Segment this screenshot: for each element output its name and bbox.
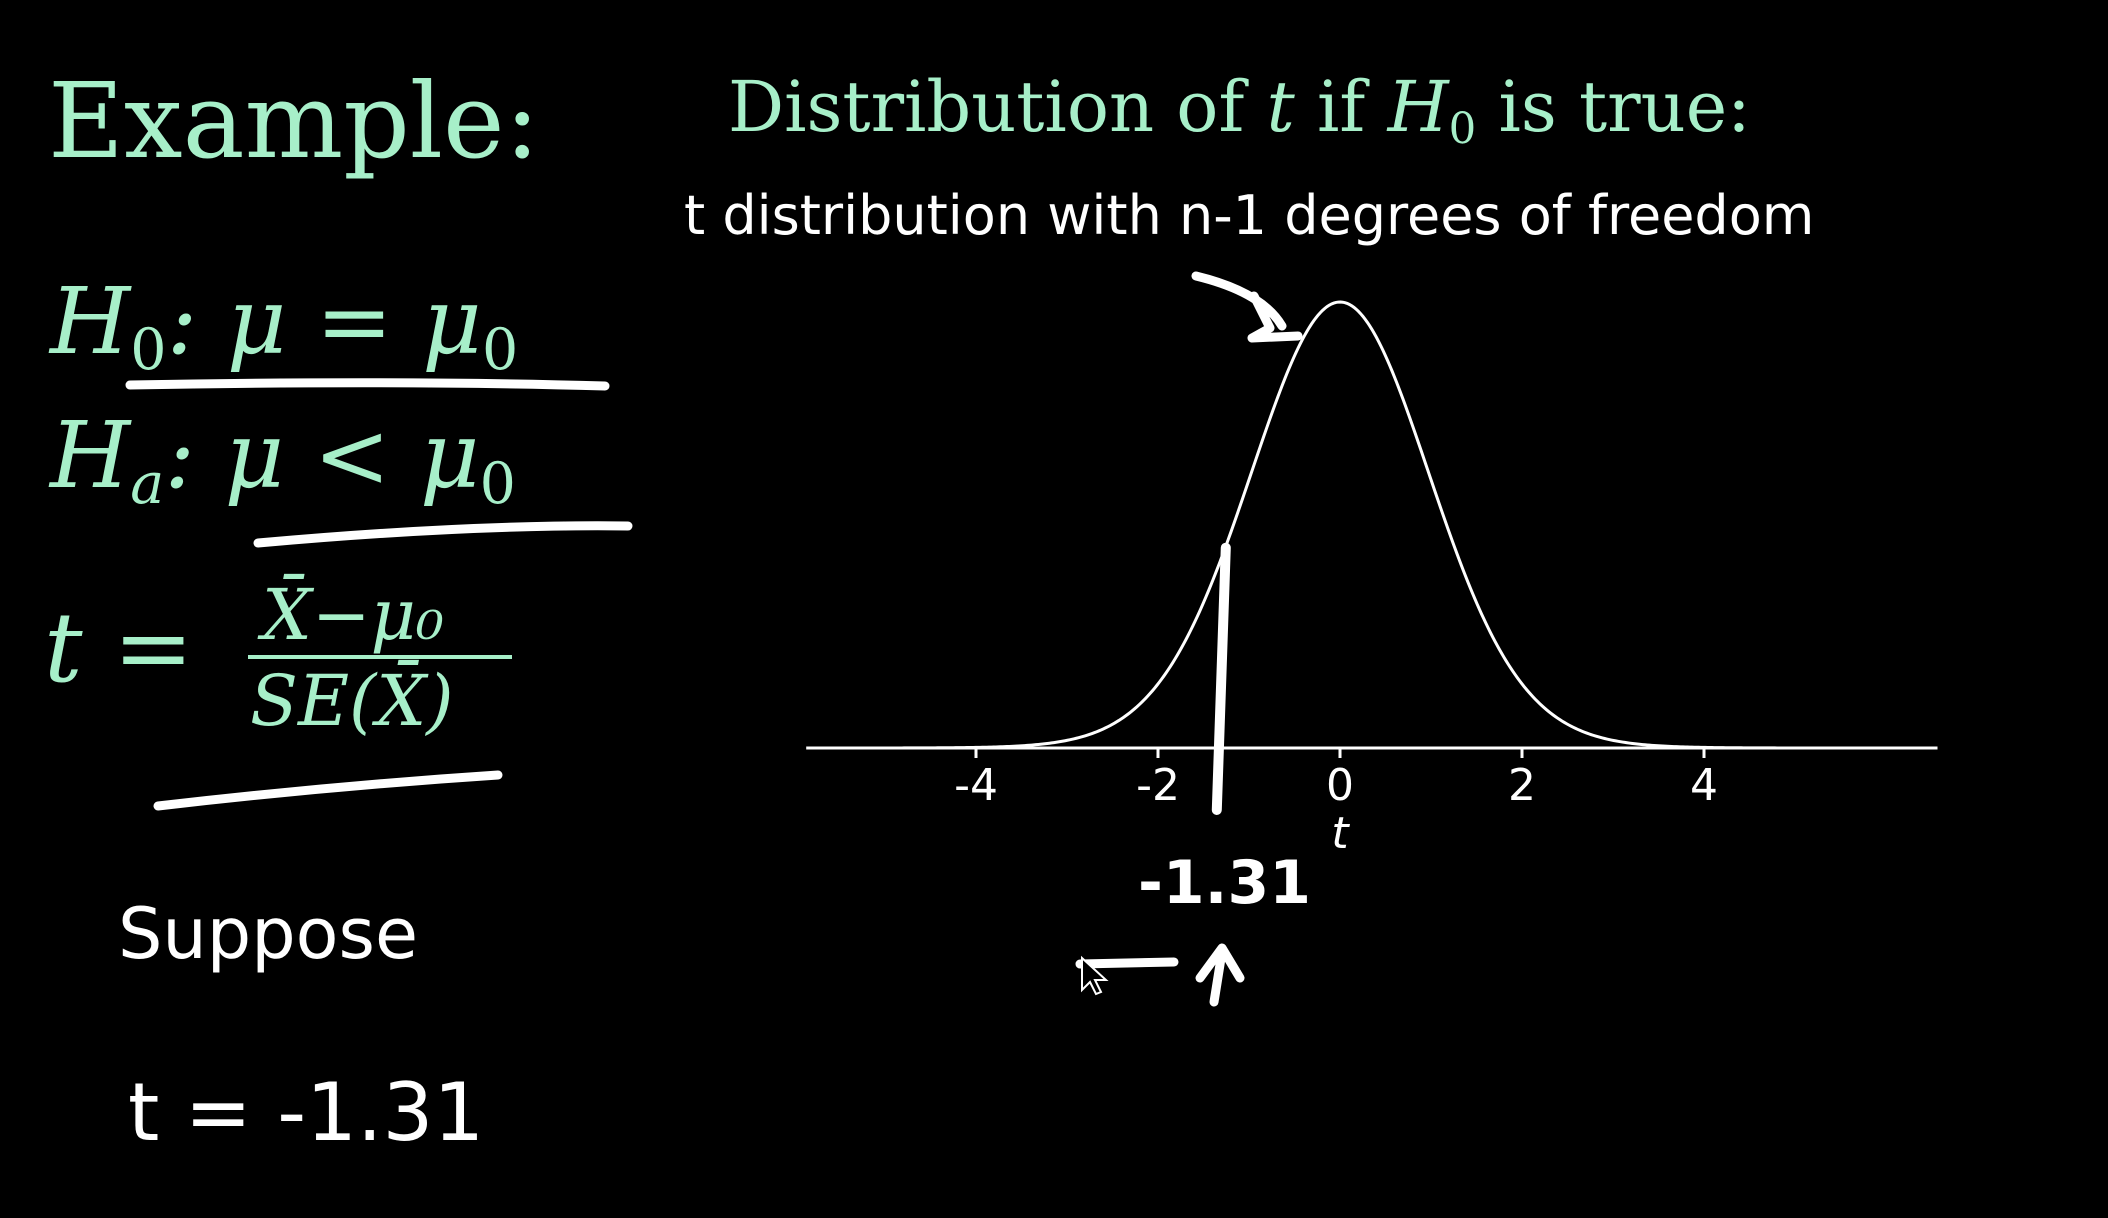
chart-title-t: t xyxy=(1266,66,1295,148)
chart-layer: -4 -2 0 2 4 t xyxy=(806,300,1938,859)
t-formula-fraction-bar xyxy=(248,655,512,659)
x-tick-label: -2 xyxy=(1136,760,1180,811)
x-tick-label: 4 xyxy=(1690,760,1718,811)
chart-title-h-subscript: 0 xyxy=(1448,104,1477,155)
h0-rest: : μ = μ xyxy=(166,268,482,375)
example-label: Example: xyxy=(48,60,540,182)
alt-hypothesis: Ha: μ < μ0 xyxy=(50,402,516,517)
pointer-arrow-to-curve xyxy=(1191,271,1303,343)
underline-h0 xyxy=(125,378,610,391)
x-tick-label: -4 xyxy=(954,760,998,811)
ha-rest: : μ < μ xyxy=(164,402,480,509)
t-value-text: t = -1.31 xyxy=(128,1066,485,1159)
h0-rest-subscript: 0 xyxy=(481,316,519,383)
mouse-cursor-icon xyxy=(1081,955,1109,996)
chart-title: Distribution of t if H0 is true: xyxy=(728,66,1751,154)
ha-letter: H xyxy=(50,402,131,509)
t-formula-lhs: t = xyxy=(44,592,194,704)
observed-t-marker xyxy=(1211,542,1231,815)
underline-t-formula xyxy=(153,770,503,811)
ha-subscript: a xyxy=(130,450,165,517)
observed-t-label: -1.31 xyxy=(1138,848,1311,918)
t-formula-denominator: SE(X̄) xyxy=(250,660,454,742)
x-tick-label: 0 xyxy=(1326,760,1354,811)
ha-rest-subscript: 0 xyxy=(479,450,516,517)
chart-title-pre: Distribution of xyxy=(728,66,1267,148)
left-direction-arrow xyxy=(1075,957,1179,969)
chart-title-post: is true: xyxy=(1476,66,1751,148)
t-density-curve xyxy=(812,300,1932,750)
x-axis-label: t xyxy=(1331,808,1350,859)
up-arrow xyxy=(1195,943,1245,1007)
h0-letter: H xyxy=(50,268,131,375)
underline-ha xyxy=(253,521,633,548)
chart-title-h: H xyxy=(1387,66,1449,148)
t-formula-numerator: X̄−μ₀ xyxy=(262,574,445,656)
x-tick-label: 2 xyxy=(1508,760,1536,811)
suppose-text: Suppose xyxy=(118,893,419,975)
chart-title-mid: if xyxy=(1294,66,1388,148)
chart-subtitle: t distribution with n-1 degrees of freed… xyxy=(684,184,1815,247)
h0-subscript: 0 xyxy=(130,316,167,383)
null-hypothesis: H0: μ = μ0 xyxy=(50,268,518,383)
